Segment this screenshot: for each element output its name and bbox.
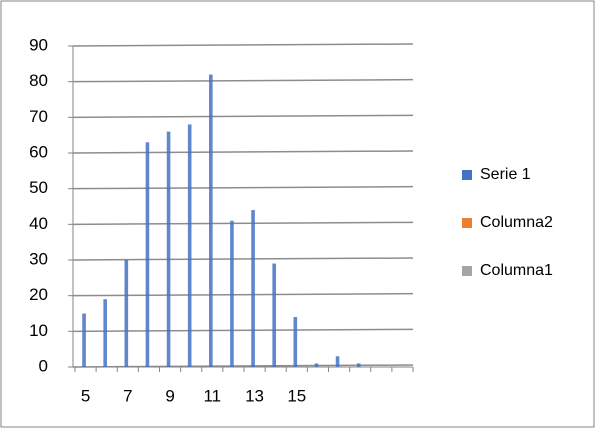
bar [187, 124, 192, 367]
grid-line [72, 257, 414, 261]
y-tick-label: 0 [39, 356, 48, 375]
y-tick-label: 20 [29, 285, 48, 304]
y-tick-label: 30 [29, 249, 48, 268]
grid-line [72, 150, 414, 154]
x-tick-label: 5 [81, 386, 90, 405]
legend-label: Columna1 [480, 262, 553, 279]
bar [166, 131, 171, 367]
bar [230, 220, 234, 367]
x-tick-label: 13 [245, 386, 264, 405]
bar [209, 74, 213, 368]
y-tick-label: 60 [29, 142, 48, 161]
grid-line [72, 114, 414, 119]
bar [356, 363, 361, 367]
bar [272, 263, 276, 367]
grid-line [72, 185, 414, 190]
y-tick-label: 40 [29, 214, 48, 233]
x-tick-label: 9 [165, 386, 174, 405]
legend-label: Columna2 [480, 214, 553, 231]
y-tick-label: 70 [29, 107, 48, 126]
bar [103, 299, 107, 367]
y-tick-label: 10 [29, 321, 48, 340]
grid-line [72, 43, 414, 47]
grid-line [72, 292, 414, 297]
legend-label: Serie 1 [480, 166, 531, 183]
legend-swatch [462, 266, 472, 276]
y-tick-label: 80 [29, 71, 48, 90]
bar [251, 210, 255, 367]
x-tick-label: 11 [203, 386, 221, 405]
legend-swatch [462, 170, 472, 180]
bar [124, 260, 129, 367]
bar [82, 313, 86, 367]
x-tick-label: 7 [123, 386, 132, 405]
grid-line [72, 78, 414, 83]
bar [145, 142, 150, 367]
bar [335, 356, 340, 367]
bar [314, 363, 319, 367]
grid-line [72, 221, 414, 226]
x-tick-label: 15 [287, 386, 306, 405]
y-tick-label: 90 [29, 35, 48, 54]
grid-line [72, 328, 414, 333]
bar [293, 317, 298, 367]
y-tick-label: 50 [29, 178, 48, 197]
legend-swatch [462, 218, 472, 228]
